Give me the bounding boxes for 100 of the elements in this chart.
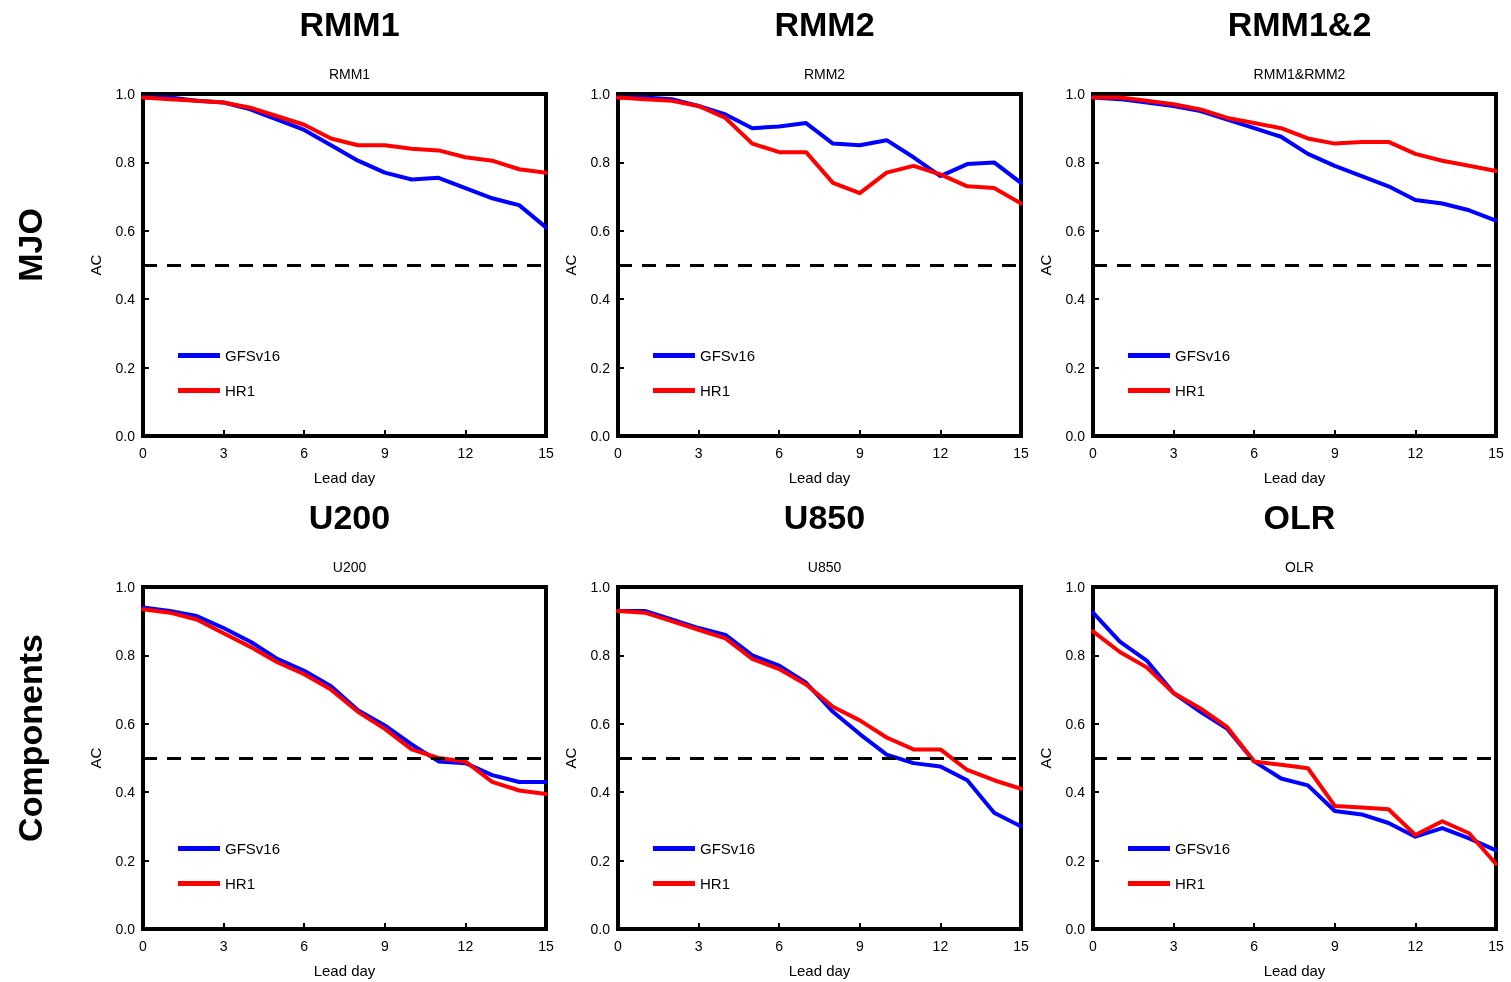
x-tick-label: 15 — [1013, 938, 1029, 954]
y-tick-label: 0.2 — [590, 359, 611, 376]
x-tick-label: 3 — [1169, 445, 1178, 461]
x-tick-label: 6 — [775, 445, 784, 461]
x-axis-title: Lead day — [1263, 469, 1326, 486]
legend-label: GFSv16 — [700, 840, 756, 857]
x-tick-label: 6 — [775, 938, 784, 954]
x-tick-label: 12 — [932, 445, 949, 461]
y-axis-title: AC — [1037, 747, 1054, 769]
x-tick-label: 15 — [1488, 445, 1504, 461]
y-tick-label: 0.6 — [590, 222, 611, 239]
x-tick-label: 12 — [457, 445, 474, 461]
x-tick-label: 0 — [139, 938, 148, 954]
y-tick-label: 0.4 — [590, 784, 611, 801]
legend-label: GFSv16 — [1175, 347, 1231, 364]
y-axis-title: AC — [87, 254, 104, 276]
y-tick-label: 0.0 — [590, 428, 611, 444]
y-tick-label: 0.4 — [1065, 291, 1086, 308]
x-tick-label: 12 — [932, 938, 949, 954]
y-tick-label: 0.0 — [1065, 428, 1086, 444]
y-tick-label: 1.0 — [115, 579, 136, 595]
text: MJO — [11, 208, 49, 282]
chart-subtitle: U200 — [332, 559, 367, 575]
y-tick-label: 0.6 — [115, 222, 136, 239]
y-tick-label: 0.8 — [115, 647, 136, 664]
x-tick-label: 6 — [300, 938, 309, 954]
x-tick-label: 15 — [1488, 938, 1504, 954]
x-tick-label: 12 — [1407, 938, 1424, 954]
chart-title: U850 — [783, 498, 866, 536]
x-tick-label: 3 — [219, 445, 228, 461]
y-tick-label: 0.8 — [590, 154, 611, 171]
legend-label: HR1 — [700, 382, 731, 399]
x-tick-label: 9 — [380, 445, 389, 461]
x-tick-label: 0 — [1089, 938, 1098, 954]
y-axis-title: AC — [87, 747, 104, 769]
x-tick-label: 15 — [538, 938, 554, 954]
x-tick-label: 0 — [614, 938, 623, 954]
x-tick-label: 0 — [614, 445, 623, 461]
y-tick-label: 0.6 — [1065, 715, 1086, 732]
line-series — [616, 95, 1023, 206]
y-tick-label: 0.2 — [1065, 852, 1086, 869]
y-tick-label: 0.4 — [115, 291, 136, 308]
x-tick-label: 3 — [219, 938, 228, 954]
y-tick-label: 0.8 — [1065, 647, 1086, 664]
chart-title: OLR — [1263, 498, 1336, 536]
y-tick-label: 1.0 — [590, 86, 611, 102]
legend-label: HR1 — [700, 875, 731, 892]
y-tick-label: 0.6 — [590, 715, 611, 732]
x-tick-label: 6 — [1250, 445, 1259, 461]
y-tick-label: 0.4 — [1065, 784, 1086, 801]
chart-subtitle: RMM1 — [328, 66, 371, 82]
y-tick-label: 0.0 — [1065, 921, 1086, 937]
x-tick-label: 9 — [380, 938, 389, 954]
x-axis-title: Lead day — [313, 962, 376, 979]
x-tick-label: 15 — [538, 445, 554, 461]
line-series — [141, 95, 548, 175]
chart-title: RMM1&2 — [1227, 5, 1372, 43]
x-axis-title: Lead day — [788, 469, 851, 486]
y-tick-label: 1.0 — [1065, 579, 1086, 595]
y-tick-label: 0.2 — [590, 852, 611, 869]
y-tick-label: 0.2 — [1065, 359, 1086, 376]
y-axis-title: AC — [1037, 254, 1054, 276]
y-tick-label: 0.8 — [115, 154, 136, 171]
chart-title: RMM2 — [774, 5, 875, 43]
y-tick-label: 0.6 — [115, 715, 136, 732]
y-tick-label: 0.8 — [590, 647, 611, 664]
chart-title: RMM1 — [299, 5, 400, 43]
y-tick-label: 1.0 — [115, 86, 136, 102]
y-tick-label: 0.0 — [115, 921, 136, 937]
x-tick-label: 3 — [694, 445, 703, 461]
x-tick-label: 9 — [855, 445, 864, 461]
legend-label: GFSv16 — [225, 840, 281, 857]
y-axis-title: AC — [562, 747, 579, 769]
y-tick-label: 1.0 — [590, 579, 611, 595]
chart-subtitle: U850 — [807, 559, 842, 575]
legend-label: GFSv16 — [1175, 840, 1231, 857]
x-tick-label: 3 — [1169, 938, 1178, 954]
line-series — [616, 608, 1023, 791]
y-tick-label: 0.0 — [590, 921, 611, 937]
x-tick-label: 6 — [1250, 938, 1259, 954]
x-tick-label: 15 — [1013, 445, 1029, 461]
x-tick-label: 9 — [1330, 938, 1339, 954]
x-axis-title: Lead day — [313, 469, 376, 486]
legend-label: GFSv16 — [700, 347, 756, 364]
x-tick-label: 6 — [300, 445, 309, 461]
x-tick-label: 9 — [1330, 445, 1339, 461]
x-tick-label: 3 — [694, 938, 703, 954]
y-tick-label: 0.4 — [590, 291, 611, 308]
legend-label: HR1 — [1175, 382, 1206, 399]
x-tick-label: 0 — [1089, 445, 1098, 461]
legend-label: GFSv16 — [225, 347, 281, 364]
y-tick-label: 0.6 — [1065, 222, 1086, 239]
x-axis-title: Lead day — [1263, 962, 1326, 979]
x-tick-label: 0 — [139, 445, 148, 461]
chart-title: U200 — [308, 498, 391, 536]
line-series — [1091, 95, 1498, 173]
x-axis-title: Lead day — [788, 962, 851, 979]
y-axis-title: AC — [562, 254, 579, 276]
text: Components — [11, 634, 49, 842]
y-tick-label: 0.2 — [115, 359, 136, 376]
